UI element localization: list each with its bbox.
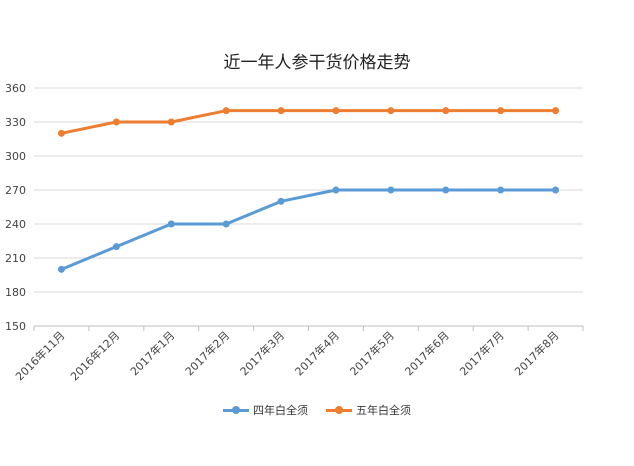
data-point-series-2 [332,107,340,115]
y-tick-label: 300 [5,150,26,163]
legend-item-series-2[interactable]: 五年白全须 [326,402,411,418]
data-point-series-1 [552,186,560,194]
data-point-series-1 [167,220,175,228]
data-point-series-2 [112,118,120,126]
data-point-series-1 [332,186,340,194]
legend-label-series-1: 四年白全须 [253,404,308,417]
x-tick-label: 2016年11月 [12,328,67,383]
data-point-series-2 [277,107,285,115]
data-point-series-1 [497,186,505,194]
x-tick-label: 2017年6月 [402,328,452,378]
x-tick-label: 2017年5月 [347,328,397,378]
x-tick-label: 2017年8月 [511,328,561,378]
chart-legend: 四年白全须 五年白全须 [0,402,634,418]
data-point-series-1 [222,220,230,228]
y-tick-label: 150 [5,320,26,333]
x-tick-label: 2016年12月 [67,328,122,383]
legend-label-series-2: 五年白全须 [356,404,411,417]
y-tick-label: 240 [5,218,26,231]
y-tick-label: 360 [5,82,26,95]
data-point-series-1 [277,197,285,205]
data-point-series-1 [442,186,450,194]
x-tick-label: 2017年1月 [127,328,177,378]
legend-swatch-series-1 [223,405,249,415]
data-point-series-2 [552,107,560,115]
data-point-series-2 [387,107,395,115]
data-point-series-1 [112,243,120,251]
legend-swatch-series-2 [326,405,352,415]
series-line-1 [59,188,558,271]
data-point-series-2 [442,107,450,115]
data-point-series-1 [57,265,65,273]
x-tick-label: 2017年4月 [292,328,342,378]
x-tick-label: 2017年3月 [237,328,287,378]
data-point-series-2 [497,107,505,115]
x-tick-label: 2017年7月 [457,328,507,378]
data-point-series-2 [167,118,175,126]
series-line-2 [59,109,558,135]
y-tick-label: 210 [5,252,26,265]
y-tick-label: 330 [5,116,26,129]
data-point-series-2 [57,129,65,137]
chart-title: 近一年人参干货价格走势 [223,53,411,73]
data-point-series-2 [222,107,230,115]
legend-item-series-1[interactable]: 四年白全须 [223,402,308,418]
x-tick-label: 2017年2月 [182,328,232,378]
y-tick-label: 180 [5,286,26,299]
y-tick-label: 270 [5,184,26,197]
data-point-series-1 [387,186,395,194]
